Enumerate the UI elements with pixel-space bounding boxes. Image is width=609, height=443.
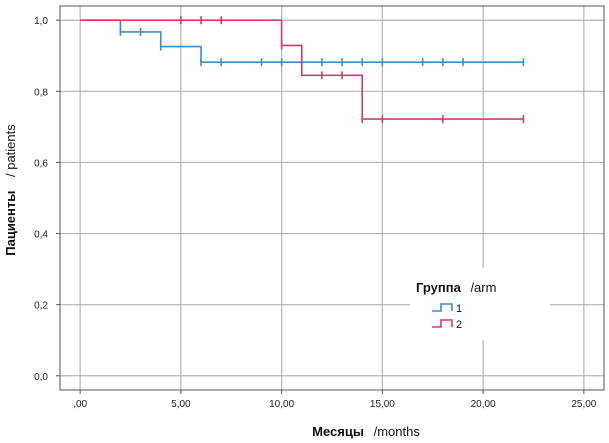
x-tick-label: 15,00 [370,399,395,410]
plot-frame [59,5,605,391]
x-axis-ticks: ,00 5,00 10,00 15,00 20,00 25,00 [73,390,597,410]
y-axis-label: Пациенты / patients [3,124,18,256]
y-tick-label: 1,0 [34,16,48,27]
legend-title-sub: /arm [470,280,496,295]
y-tick-label: 0,8 [34,87,48,98]
x-axis-label-sub: /months [374,424,421,439]
series-2-line [80,19,524,120]
y-axis-ticks: 0,0 0,2 0,4 0,6 0,8 1,0 [34,16,60,383]
series-group [80,16,525,124]
legend-swatch-1 [432,303,453,312]
y-tick-label: 0,6 [34,158,48,169]
legend-label-1: 1 [456,303,462,315]
y-axis-label-main: Пациенты [3,191,18,256]
x-axis-label-main: Месяцы [312,424,364,439]
x-tick-label: 20,00 [471,399,496,410]
y-axis-label-sub: / patients [3,124,18,177]
y-tick-label: 0,2 [34,301,48,312]
legend-box [410,268,550,340]
x-tick-label: 25,00 [571,399,596,410]
legend-swatch-2 [432,319,453,328]
legend: Группа /arm 12 [410,268,550,340]
x-tick-label: ,00 [73,399,87,410]
legend-label-2: 2 [456,319,462,331]
x-tick-label: 5,00 [171,399,191,410]
legend-items: 12 [432,303,462,331]
y-tick-label: 0,0 [34,372,48,383]
x-tick-label: 10,00 [269,399,294,410]
legend-title-main: Группа [416,280,462,295]
x-axis-label: Месяцы /months [312,424,420,439]
legend-title: Группа /arm [416,280,496,295]
y-tick-label: 0,4 [34,230,48,241]
